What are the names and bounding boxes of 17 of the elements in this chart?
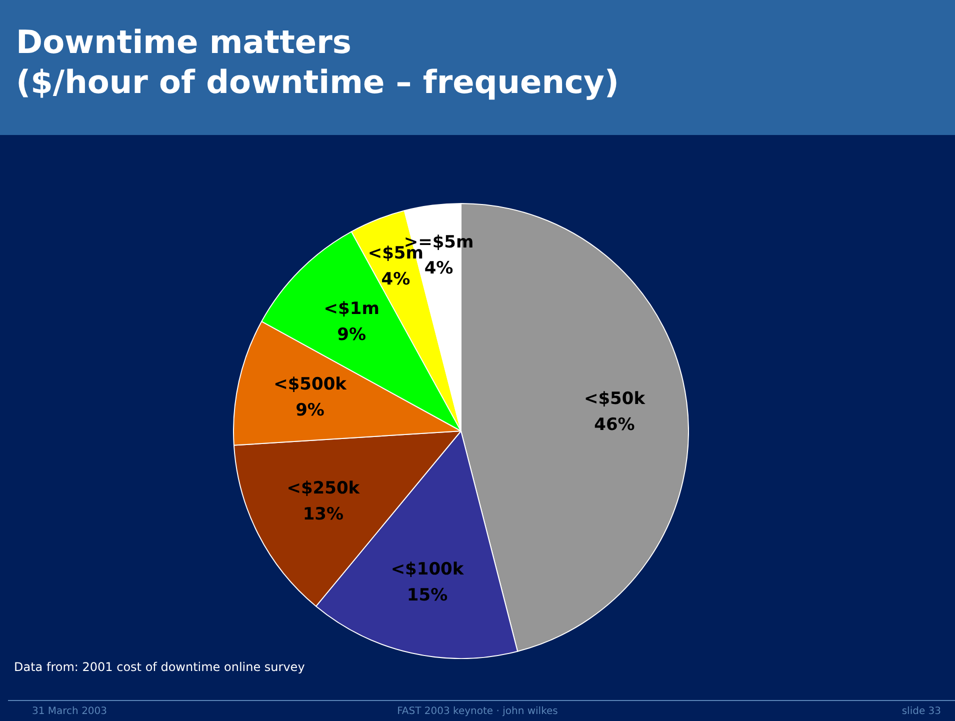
text: Data from: 2001 cost of downtime online survey xyxy=(14,660,305,674)
data-label: 4% xyxy=(424,258,454,278)
slice-label: <$1m xyxy=(324,299,380,320)
text: slide 33 xyxy=(902,706,941,717)
slice-label: <$500k xyxy=(274,374,348,395)
data-label: 4% xyxy=(381,269,410,290)
slice-label: <$50k xyxy=(584,389,646,410)
data-label: 9% xyxy=(296,400,324,421)
slice-label: <$250k xyxy=(286,478,360,499)
text: 31 March 2003 xyxy=(32,706,108,717)
data-label: 46% xyxy=(594,415,635,436)
data-label: 13% xyxy=(302,504,344,525)
chart-title: Downtime matters ($/hour of downtime – frequency) xyxy=(16,22,619,102)
data-label: 9% xyxy=(337,325,366,346)
slice-label: <$100k xyxy=(390,559,464,580)
text: FAST 2003 keynote · john wilkes xyxy=(397,706,558,717)
data-label: 15% xyxy=(406,585,448,606)
